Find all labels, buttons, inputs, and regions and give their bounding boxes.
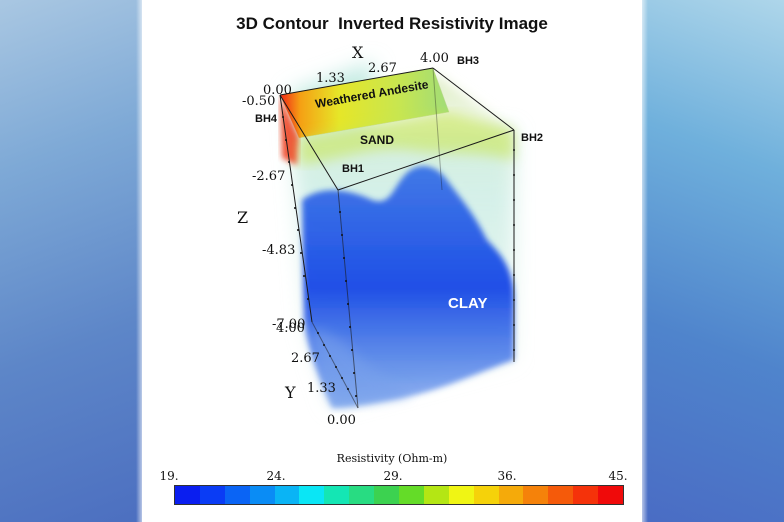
borehole-label-bh1: BH1 [342, 163, 364, 175]
resistivity-3d-volume: X 0.00 1.33 2.67 4.00 Z -0.50 -2.67 -4.8… [237, 43, 543, 428]
colorbar-cell [573, 486, 599, 504]
y-tick-2: 2.67 [291, 351, 320, 366]
colorbar-cell [224, 486, 250, 504]
colorbar-cell [274, 486, 300, 504]
colorbar-title: Resistivity (Ohm-m) [336, 452, 448, 465]
x-tick-3: 4.00 [420, 51, 449, 66]
x-axis-label: X [352, 43, 364, 62]
colorbar-cell [374, 486, 400, 504]
resistivity-colorbar [174, 485, 624, 505]
clay-lower-fringe [310, 329, 412, 405]
box-wireframe [279, 67, 515, 409]
x-tick-1: 1.33 [316, 71, 345, 86]
clay-zone-volume [302, 166, 514, 408]
colorbar-cell [473, 486, 499, 504]
colorbar-tick-24: 24. [266, 469, 286, 483]
weathered-andesite-edge [280, 95, 299, 165]
colorbar-cell [299, 486, 325, 504]
borehole-label-bh2: BH2 [521, 132, 543, 144]
colorbar-cell [448, 486, 474, 504]
borehole-label-bh4: BH4 [255, 113, 278, 125]
colorbar-tick-45: 45. [608, 469, 628, 483]
z-tick-3: -7.00 [272, 317, 305, 332]
y-tick-0: 0.00 [327, 413, 356, 428]
x-tick-0: 0.00 [263, 83, 292, 98]
colorbar-cell [249, 486, 275, 504]
y-tick-1: 1.33 [307, 381, 336, 396]
colorbar-cell [548, 486, 574, 504]
colorbar-cell [423, 486, 449, 504]
x-tick-2: 2.67 [368, 61, 397, 76]
colorbar-cell [598, 486, 624, 504]
colorbar-tick-29: 29. [383, 469, 403, 483]
colorbar-cell [199, 486, 225, 504]
borehole-label-bh3: BH3 [457, 55, 479, 67]
figure-title: 3D Contour Inverted Resistivity Image [236, 14, 548, 33]
left-panel-edge [136, 0, 142, 522]
weathered-andesite-underside [299, 112, 514, 165]
colorbar-cell [523, 486, 549, 504]
y-axis-label: Y [284, 383, 296, 402]
right-background-panel [642, 0, 784, 522]
colorbar-tick-36: 36. [497, 469, 517, 483]
clay-label: CLAY [448, 295, 487, 312]
z-tick-0: -0.50 [242, 94, 275, 109]
sand-label: SAND [360, 133, 394, 147]
colorbar-cell [175, 486, 200, 504]
figure-area: 3D Contour Inverted Resistivity Image [142, 0, 642, 522]
right-panel-edge [642, 0, 648, 522]
colorbar-cell [324, 486, 350, 504]
z-tick-1: -2.67 [252, 169, 285, 184]
colorbar-cell [399, 486, 424, 504]
colorbar-cell [498, 486, 524, 504]
colorbar-cell [349, 486, 375, 504]
z-axis-label: Z [237, 208, 248, 227]
y-tick-3: 4.00 [276, 321, 305, 336]
z-tick-2: -4.83 [262, 243, 295, 258]
colorbar-tick-19: 19. [159, 469, 179, 483]
left-background-panel [0, 0, 142, 522]
edge-tick-marks [282, 116, 515, 397]
